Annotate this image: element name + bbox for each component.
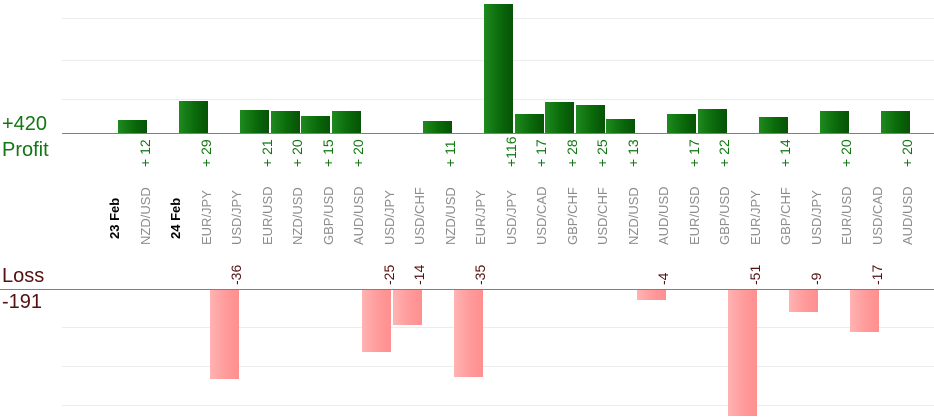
- loss-bar[interactable]: [453, 290, 483, 377]
- profit-bar[interactable]: [880, 111, 910, 133]
- profit-max-label: +420: [2, 113, 48, 135]
- loss-axis-title: Loss: [2, 265, 45, 287]
- profit-value-label: + 28: [563, 139, 580, 167]
- profit-bar[interactable]: [331, 111, 361, 133]
- loss-min-label: -191: [2, 291, 43, 313]
- profit-value-label: + 20: [350, 139, 366, 167]
- profit-bar[interactable]: [514, 114, 544, 133]
- loss-value-label: -36: [228, 264, 244, 285]
- profit-value-label: + 29: [197, 139, 214, 167]
- pair-label: USD/CAD: [534, 186, 549, 245]
- pair-label: GBP/USD: [717, 186, 732, 245]
- profit-bar[interactable]: [667, 114, 696, 133]
- profit-value-label: + 22: [716, 139, 732, 167]
- profit-bar[interactable]: [484, 4, 513, 133]
- pair-label: NZD/USD: [442, 187, 458, 245]
- profit-axis-title: Profit: [2, 139, 49, 161]
- profit-bar[interactable]: [301, 116, 330, 133]
- loss-value-label: -25: [380, 264, 397, 285]
- pair-label: USD/JPY: [808, 190, 824, 245]
- pair-label: USD/JPY: [381, 190, 397, 245]
- profit-bar[interactable]: [819, 111, 849, 133]
- profit-value-label: + 13: [624, 139, 641, 167]
- pair-label: EUR/JPY: [747, 190, 763, 245]
- loss-value-label: -17: [868, 264, 885, 285]
- date-group-label: 23 Feb: [107, 197, 122, 239]
- profit-bar[interactable]: [575, 105, 605, 133]
- pair-label: EUR/JPY: [198, 190, 214, 245]
- profit-value-label: + 20: [289, 139, 305, 167]
- profit-bar[interactable]: [240, 110, 269, 133]
- loss-value-label: -4: [655, 272, 671, 285]
- loss-bar[interactable]: [392, 290, 422, 325]
- profit-bar[interactable]: [606, 119, 635, 133]
- profit-value-label: + 11: [441, 140, 458, 167]
- profit-value-label: + 20: [899, 139, 915, 167]
- profit-value-label: +116: [502, 136, 519, 168]
- pair-label: USD/JPY: [229, 190, 244, 245]
- loss-bar[interactable]: [636, 290, 666, 300]
- profit-value-label: + 12: [136, 139, 153, 167]
- profit-bar[interactable]: [270, 111, 300, 133]
- pair-label: GBP/CHF: [778, 187, 793, 245]
- profit-value-label: + 20: [838, 139, 854, 167]
- pair-label: USD/CHF: [595, 187, 610, 245]
- profit-value-label: + 25: [594, 139, 610, 167]
- pair-label: NZD/USD: [625, 187, 641, 245]
- pair-label: USD/JPY: [503, 190, 519, 245]
- loss-value-label: -35: [472, 264, 488, 285]
- profit-bar[interactable]: [545, 102, 574, 133]
- profit-value-label: + 14: [777, 139, 793, 167]
- loss-gridline: [62, 366, 934, 367]
- profit-value-label: + 17: [533, 139, 549, 167]
- loss-value-label: -14: [411, 264, 427, 285]
- date-group-label: 24 Feb: [168, 197, 183, 239]
- loss-bar[interactable]: [728, 290, 757, 416]
- profit-bar[interactable]: [423, 121, 452, 133]
- pair-label: EUR/USD: [839, 186, 854, 245]
- pair-label: USD/CHF: [412, 187, 427, 245]
- pair-label: GBP/USD: [320, 186, 336, 245]
- pair-label: GBP/CHF: [564, 187, 580, 245]
- pair-label: EUR/JPY: [473, 190, 488, 245]
- profit-bar[interactable]: [179, 101, 208, 133]
- loss-value-label: -51: [746, 264, 763, 285]
- loss-gridline: [62, 405, 934, 406]
- profit-value-label: + 21: [258, 139, 275, 167]
- profit-bar[interactable]: [758, 117, 788, 133]
- pair-label: NZD/USD: [137, 187, 153, 245]
- profit-value-label: + 17: [685, 139, 702, 167]
- loss-bar[interactable]: [789, 290, 818, 312]
- pair-label: AUD/USD: [351, 186, 366, 245]
- loss-baseline: [0, 289, 934, 290]
- profit-value-label: + 15: [319, 139, 336, 167]
- loss-bar[interactable]: [850, 290, 879, 332]
- loss-bar[interactable]: [362, 290, 391, 352]
- profit-bar[interactable]: [697, 109, 727, 133]
- profit-baseline: [62, 133, 934, 134]
- pair-label: AUD/USD: [656, 186, 671, 245]
- pair-label: NZD/USD: [290, 187, 305, 245]
- loss-bar[interactable]: [209, 290, 239, 379]
- pair-label: EUR/USD: [686, 186, 702, 245]
- loss-value-label: -9: [807, 272, 824, 285]
- pair-label: AUD/USD: [900, 186, 915, 245]
- pair-label: USD/CAD: [869, 186, 885, 245]
- pair-label: EUR/USD: [259, 186, 275, 245]
- loss-gridline: [62, 327, 934, 328]
- profit-bar[interactable]: [118, 120, 147, 133]
